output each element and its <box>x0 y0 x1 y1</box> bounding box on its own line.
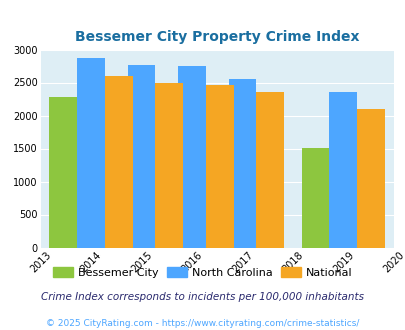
Bar <box>104 76 132 248</box>
Bar <box>329 92 356 248</box>
Bar <box>127 65 155 248</box>
Bar <box>356 109 384 248</box>
Bar <box>256 92 284 248</box>
Bar <box>178 66 205 248</box>
Bar <box>301 148 329 248</box>
Text: Crime Index corresponds to incidents per 100,000 inhabitants: Crime Index corresponds to incidents per… <box>41 292 364 302</box>
Bar <box>155 83 183 248</box>
Bar <box>205 85 233 248</box>
Text: © 2025 CityRating.com - https://www.cityrating.com/crime-statistics/: © 2025 CityRating.com - https://www.city… <box>46 319 359 328</box>
Bar <box>49 97 77 248</box>
Title: Bessemer City Property Crime Index: Bessemer City Property Crime Index <box>75 30 358 44</box>
Legend: Bessemer City, North Carolina, National: Bessemer City, North Carolina, National <box>49 263 356 282</box>
Bar <box>100 114 127 248</box>
Bar <box>77 58 104 248</box>
Bar <box>200 140 228 248</box>
Bar <box>228 79 256 248</box>
Bar <box>150 144 178 248</box>
